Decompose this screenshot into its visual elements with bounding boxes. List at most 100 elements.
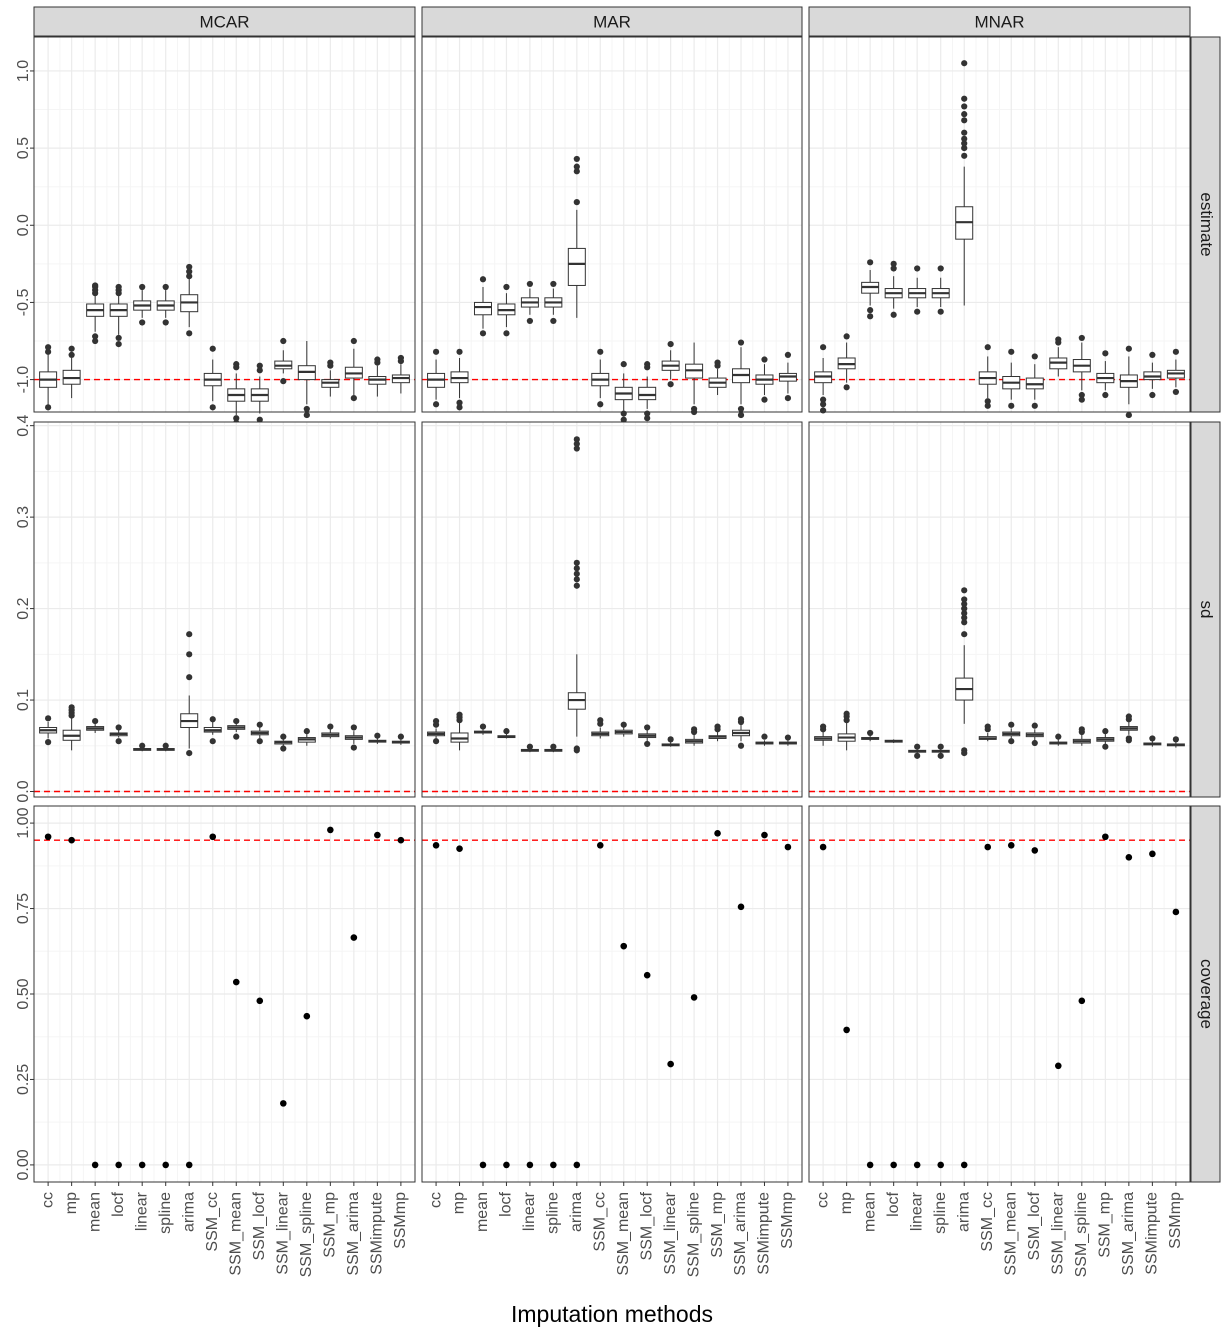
coverage-point-spline: [937, 1161, 945, 1169]
outlier-point-SSM_locf: [644, 740, 651, 748]
outlier-point-locf: [503, 330, 510, 337]
x-tick-label-SSM_locf: SSM_locf: [1026, 1191, 1043, 1260]
outlier-point-SSM_mean: [620, 721, 627, 728]
outlier-point-mp: [68, 704, 75, 711]
outlier-point-cc: [432, 738, 440, 745]
x-tick-label-mean: mean: [86, 1192, 103, 1232]
outlier-point-SSM_mean: [620, 410, 627, 417]
outlier-point-SSM_mean: [620, 361, 627, 368]
coverage-point-arima: [573, 1161, 581, 1169]
y-tick-label-estimate: -1.0: [15, 366, 32, 394]
strip-estimate: [1190, 36, 1221, 413]
outlier-point-mp: [456, 399, 463, 406]
coverage-point-locf: [115, 1161, 122, 1169]
outlier-point-SSM_arima: [1125, 713, 1132, 720]
strip-label-sd: sd: [1197, 601, 1216, 619]
outlier-point-SSM_arima: [737, 411, 745, 419]
outlier-point-mean: [867, 729, 874, 737]
coverage-point-SSMimpute: [1149, 850, 1156, 858]
x-tick-label-mp: mp: [63, 1192, 80, 1214]
outlier-point-SSM_cc: [209, 404, 216, 411]
outlier-point-SSM_mp: [1102, 743, 1109, 750]
y-tick-label-estimate: -0.5: [15, 289, 32, 317]
x-tick-label-SSM_mean: SSM_mean: [227, 1192, 244, 1276]
outlier-point-SSM_linear: [1055, 733, 1062, 740]
coverage-point-SSM_arima: [350, 934, 358, 941]
outlier-point-arima: [573, 582, 580, 589]
outlier-point-SSM_arima: [1125, 737, 1132, 744]
outlier-point-linear: [914, 308, 921, 315]
outlier-point-arima: [186, 651, 193, 658]
outlier-point-arima: [186, 263, 193, 271]
coverage-point-cc: [432, 842, 440, 849]
coverage-point-SSM_spline: [690, 994, 698, 1001]
outlier-point-SSM_locf: [644, 724, 651, 731]
x-tick-label-SSM_cc: SSM_cc: [979, 1192, 996, 1252]
panel-border-estimate-mar: [421, 36, 803, 413]
outlier-point-arima: [961, 103, 968, 110]
outlier-point-SSM_locf: [1031, 722, 1038, 729]
outlier-point-SSM_cc: [984, 344, 991, 351]
outlier-point-spline: [550, 280, 557, 288]
outlier-point-spline: [162, 742, 169, 749]
outlier-point-spline: [162, 319, 169, 326]
outlier-point-linear: [914, 265, 921, 272]
outlier-point-cc: [820, 396, 827, 403]
outlier-point-cc: [45, 404, 52, 411]
outlier-point-SSM_arima: [737, 716, 745, 723]
coverage-point-spline: [162, 1161, 170, 1169]
outlier-point-arima: [186, 631, 193, 638]
outlier-point-SSM_arima: [1125, 345, 1132, 352]
outlier-point-SSM_linear: [280, 745, 287, 752]
outlier-point-spline: [937, 265, 944, 272]
outlier-point-SSM_spline: [303, 405, 310, 413]
box-mean: [473, 301, 492, 316]
x-axis-title: Imputation methods: [511, 1301, 713, 1327]
y-tick-label-sd: 0.0: [15, 780, 32, 802]
outlier-point-SSMimpute: [761, 396, 768, 403]
coverage-point-linear: [913, 1161, 921, 1169]
outlier-point-SSM_locf: [256, 367, 263, 374]
outlier-point-SSM_cc: [209, 345, 216, 352]
outlier-point-SSM_mp: [714, 723, 721, 730]
coverage-point-SSM_linear: [1054, 1062, 1062, 1070]
outlier-point-SSM_cc: [984, 723, 991, 730]
outlier-point-SSM_mean: [1008, 348, 1015, 355]
outlier-point-cc: [432, 348, 440, 355]
outlier-point-SSMmp: [1172, 388, 1179, 396]
y-tick-label-estimate: 0.5: [15, 137, 32, 159]
x-tick-label-SSM_linear: SSM_linear: [275, 1191, 292, 1274]
outlier-point-locf: [890, 311, 897, 318]
y-tick-label-sd: 0.1: [15, 689, 32, 711]
outlier-point-locf: [115, 724, 122, 731]
x-tick-label-arima: arima: [955, 1192, 972, 1232]
strip-mar: [421, 6, 803, 37]
outlier-point-SSMmp: [784, 351, 792, 359]
outlier-point-SSMimpute: [374, 732, 381, 739]
outlier-point-mp: [456, 711, 463, 718]
x-tick-label-spline: spline: [157, 1192, 174, 1234]
y-tick-label-coverage: 0.25: [15, 1064, 32, 1095]
outlier-point-linear: [526, 280, 534, 288]
coverage-point-SSM_locf: [256, 997, 264, 1005]
outlier-point-SSM_mp: [327, 723, 334, 730]
strip-sd: [1190, 421, 1221, 798]
outlier-point-arima: [961, 129, 968, 136]
coverage-point-linear: [526, 1161, 534, 1169]
coverage-point-SSM_linear: [667, 1060, 674, 1068]
outlier-point-mp: [68, 345, 75, 352]
x-tick-label-linear: linear: [908, 1191, 925, 1231]
outlier-point-locf: [115, 334, 122, 342]
outlier-point-arima: [573, 747, 580, 754]
panel-border-sd-mar: [421, 421, 803, 798]
outlier-point-locf: [503, 283, 510, 291]
outlier-point-SSMimpute: [761, 356, 768, 363]
outlier-point-arima: [573, 576, 580, 583]
outlier-point-SSMmp: [784, 395, 792, 402]
coverage-point-linear: [138, 1161, 146, 1169]
coverage-point-SSM_mean: [620, 942, 628, 950]
strip-coverage: [1190, 805, 1221, 1183]
y-tick-label-sd: 0.4: [15, 414, 32, 436]
outlier-point-SSM_cc: [209, 716, 216, 723]
